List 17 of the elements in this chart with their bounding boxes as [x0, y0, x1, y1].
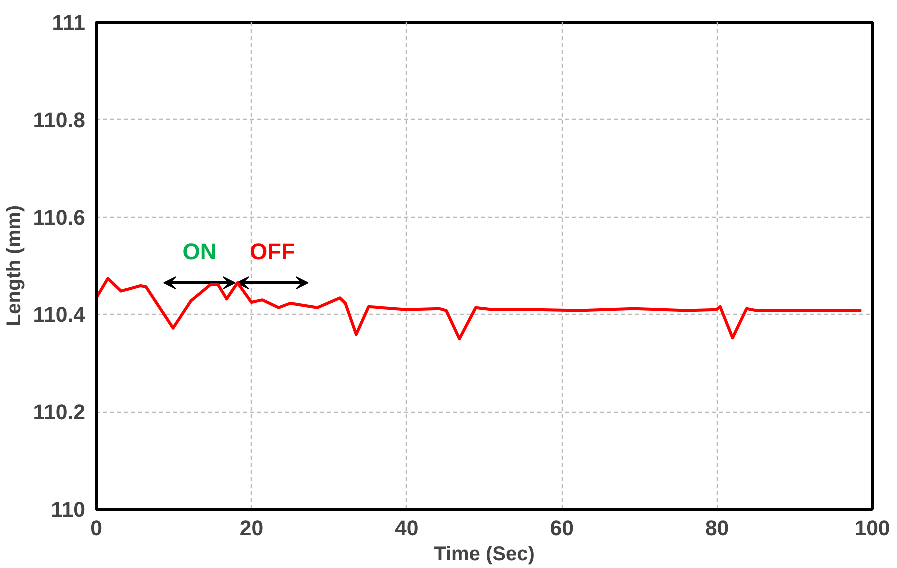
x-axis-title: Time (Sec) — [434, 544, 535, 566]
line-series — [96, 277, 864, 341]
x-tick-label: 100 — [854, 516, 890, 540]
annotation: OFF — [250, 238, 296, 264]
y-tick-label: 111 — [52, 11, 86, 35]
x-tick-label: 60 — [550, 516, 574, 540]
x-tick-label: 20 — [240, 516, 264, 540]
y-tick-label: 110.6 — [33, 206, 86, 230]
y-axis-title: Length (mm) — [3, 205, 26, 327]
annotation: ON — [182, 238, 217, 264]
y-tick-label: 110.8 — [33, 108, 86, 132]
y-tick-label: 110.2 — [33, 400, 86, 425]
y-tick-label: 110 — [51, 498, 86, 522]
x-tick-label: 80 — [705, 516, 730, 540]
x-tick-label: 0 — [90, 516, 102, 540]
x-tick-label: 40 — [395, 516, 419, 540]
y-tick-label: 110.4 — [33, 303, 86, 328]
